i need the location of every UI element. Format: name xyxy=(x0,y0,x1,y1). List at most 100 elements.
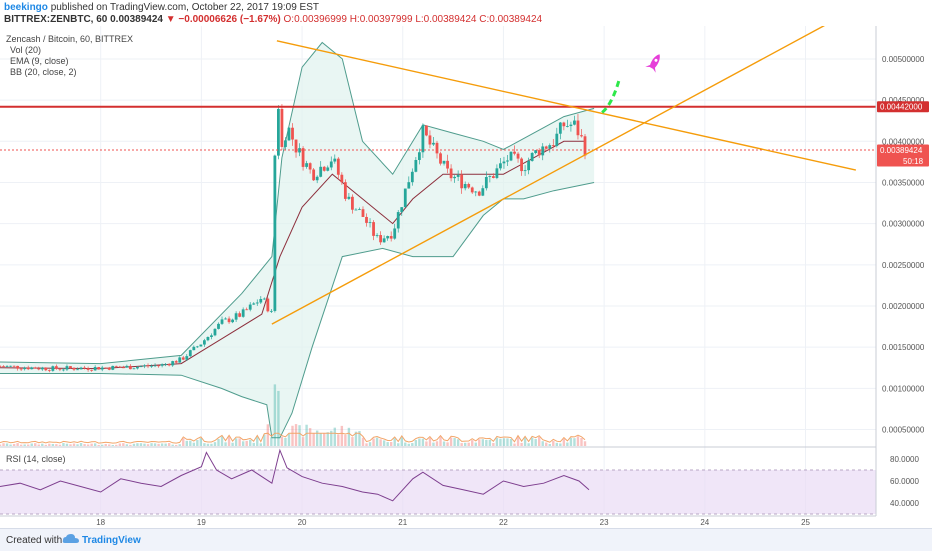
volume-bar xyxy=(382,440,386,446)
volume-bar xyxy=(506,438,509,446)
author-link[interactable]: beekingo xyxy=(4,2,48,13)
time-axis-labels[interactable]: 18 19 20 21 22 23 24 25 xyxy=(96,518,810,527)
volume-bar xyxy=(97,444,100,446)
candle-body xyxy=(301,148,305,167)
volume-bar xyxy=(530,437,534,446)
rsi-legend: RSI (14, close) xyxy=(6,454,66,464)
price-axis-labels: 0.00500000 0.00450000 0.00400000 0.00350000… xyxy=(882,55,925,435)
volume-bar xyxy=(463,442,467,446)
bar-countdown: 50:18 xyxy=(903,157,924,166)
volume-bar xyxy=(203,443,206,446)
candle-body xyxy=(238,313,242,317)
volume-bar xyxy=(224,442,227,446)
trendlines[interactable] xyxy=(271,26,857,325)
chart-area[interactable]: Zencash / Bitcoin, 60, BITTREX Vol (20) … xyxy=(0,26,932,528)
volume-bar xyxy=(502,438,506,446)
price-pane[interactable] xyxy=(0,26,876,446)
volume-bar xyxy=(83,444,86,446)
volume-bar xyxy=(143,443,146,446)
last-price-label: 0.00389424 xyxy=(880,146,923,155)
volume-bar xyxy=(488,439,492,446)
candle-body xyxy=(90,369,94,371)
price-tick-label: 0.00150000 xyxy=(882,343,925,352)
volume-bar xyxy=(580,437,583,446)
rsi-tick-label: 60.0000 xyxy=(890,477,919,486)
volume-bar xyxy=(231,442,234,446)
volume-bar xyxy=(513,443,516,446)
candle-body xyxy=(393,228,397,239)
candle-body xyxy=(527,160,531,171)
legend-title: Zencash / Bitcoin, 60, BITTREX xyxy=(6,34,133,44)
candle-body xyxy=(417,152,421,160)
candle-body xyxy=(322,166,326,171)
candle-body xyxy=(12,365,16,367)
volume-bar xyxy=(189,440,192,446)
time-tick-label: 22 xyxy=(499,518,508,527)
candle-body xyxy=(33,367,37,369)
candle-body xyxy=(245,309,249,311)
rsi-axis-labels: 80.0000 60.0000 40.0000 xyxy=(890,455,919,508)
projection-arrow xyxy=(601,79,621,114)
candle-body xyxy=(125,365,129,368)
volume-bar xyxy=(104,444,107,446)
volume-bar xyxy=(460,443,463,446)
candle-body xyxy=(132,368,136,370)
volume-bar xyxy=(485,439,488,446)
candle-body xyxy=(83,367,86,369)
trendline xyxy=(276,40,857,171)
volume-bar xyxy=(206,443,210,446)
candle-body xyxy=(153,365,157,367)
candle-body xyxy=(128,365,132,370)
candle-body xyxy=(446,160,449,169)
candle-body xyxy=(157,365,160,367)
candle-body xyxy=(181,357,185,360)
volume-bar xyxy=(41,443,44,446)
volume-bar xyxy=(386,442,389,446)
candle-body xyxy=(273,155,277,311)
candle-body xyxy=(287,127,291,141)
candle-body xyxy=(58,368,62,370)
candle-body xyxy=(266,298,270,312)
time-tick-label: 25 xyxy=(801,518,810,527)
candle-body xyxy=(100,367,104,370)
volume-bar xyxy=(562,438,566,446)
candle-body xyxy=(47,370,51,372)
candle-body xyxy=(439,153,442,164)
volume-bar xyxy=(122,443,125,446)
candle-body xyxy=(298,148,301,153)
volume-bar xyxy=(182,438,185,446)
candle-body xyxy=(506,160,509,162)
candle-body xyxy=(428,135,432,145)
volume-bar xyxy=(62,443,65,446)
volume-bar xyxy=(273,384,277,446)
volume-ma-line xyxy=(0,432,586,444)
volume-bar xyxy=(160,443,164,446)
volume-bar xyxy=(86,444,90,446)
volume-bar xyxy=(76,444,79,446)
candle-body xyxy=(107,367,111,370)
time-tick-label: 24 xyxy=(700,518,709,527)
candle-body xyxy=(580,135,583,137)
volume-bar xyxy=(19,444,23,446)
open-value: O:0.00396999 xyxy=(283,14,347,25)
volume-bar xyxy=(238,438,241,446)
candle-body xyxy=(146,365,150,367)
candle-body xyxy=(174,361,178,363)
candle-body xyxy=(509,151,513,161)
candle-body xyxy=(403,188,407,208)
volume-bar xyxy=(185,440,188,446)
tradingview-link[interactable]: TradingView xyxy=(82,535,141,546)
volume-bar xyxy=(79,443,83,446)
candle-body xyxy=(199,344,203,347)
volume-bar xyxy=(217,438,220,446)
rsi-pane[interactable]: RSI (14, close) xyxy=(0,448,876,515)
candle-body xyxy=(558,122,562,134)
volume-bar xyxy=(456,439,460,446)
volume-bar xyxy=(446,442,449,446)
time-tick-label: 23 xyxy=(600,518,609,527)
price-value: 0.00389424 xyxy=(110,14,163,25)
volume-bar xyxy=(566,442,569,446)
candle-body xyxy=(382,238,386,243)
volume-bar xyxy=(315,430,319,446)
volume-bar xyxy=(418,438,421,446)
